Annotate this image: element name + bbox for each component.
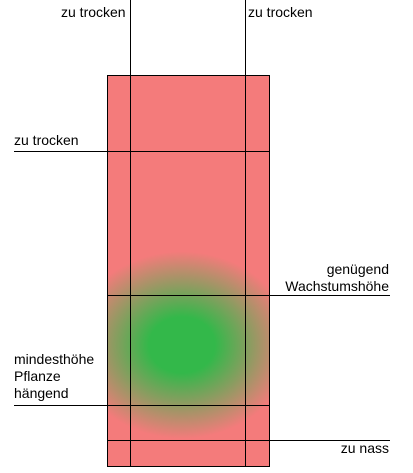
growth-height-label-line-1: genügend	[326, 261, 389, 277]
top-left-dry-label: zu trocken	[61, 4, 126, 20]
min-height-label-line-1: mindesthöhe	[14, 351, 95, 367]
growth-height-label-line-2: Wachstumshöhe	[285, 278, 389, 294]
top-right-dry-label: zu trocken	[248, 4, 313, 20]
min-height-label-line-3: hängend	[14, 385, 69, 401]
wet-label: zu nass	[340, 440, 389, 456]
growth-height-label: genügend Wachstumshöhe	[285, 261, 389, 295]
optimal-moisture-zone	[108, 76, 269, 466]
min-height-label-line-2: Pflanze	[14, 368, 61, 384]
left-dry-label: zu trocken	[14, 132, 79, 148]
min-height-label: mindesthöhe Pflanze hängend	[14, 351, 94, 402]
